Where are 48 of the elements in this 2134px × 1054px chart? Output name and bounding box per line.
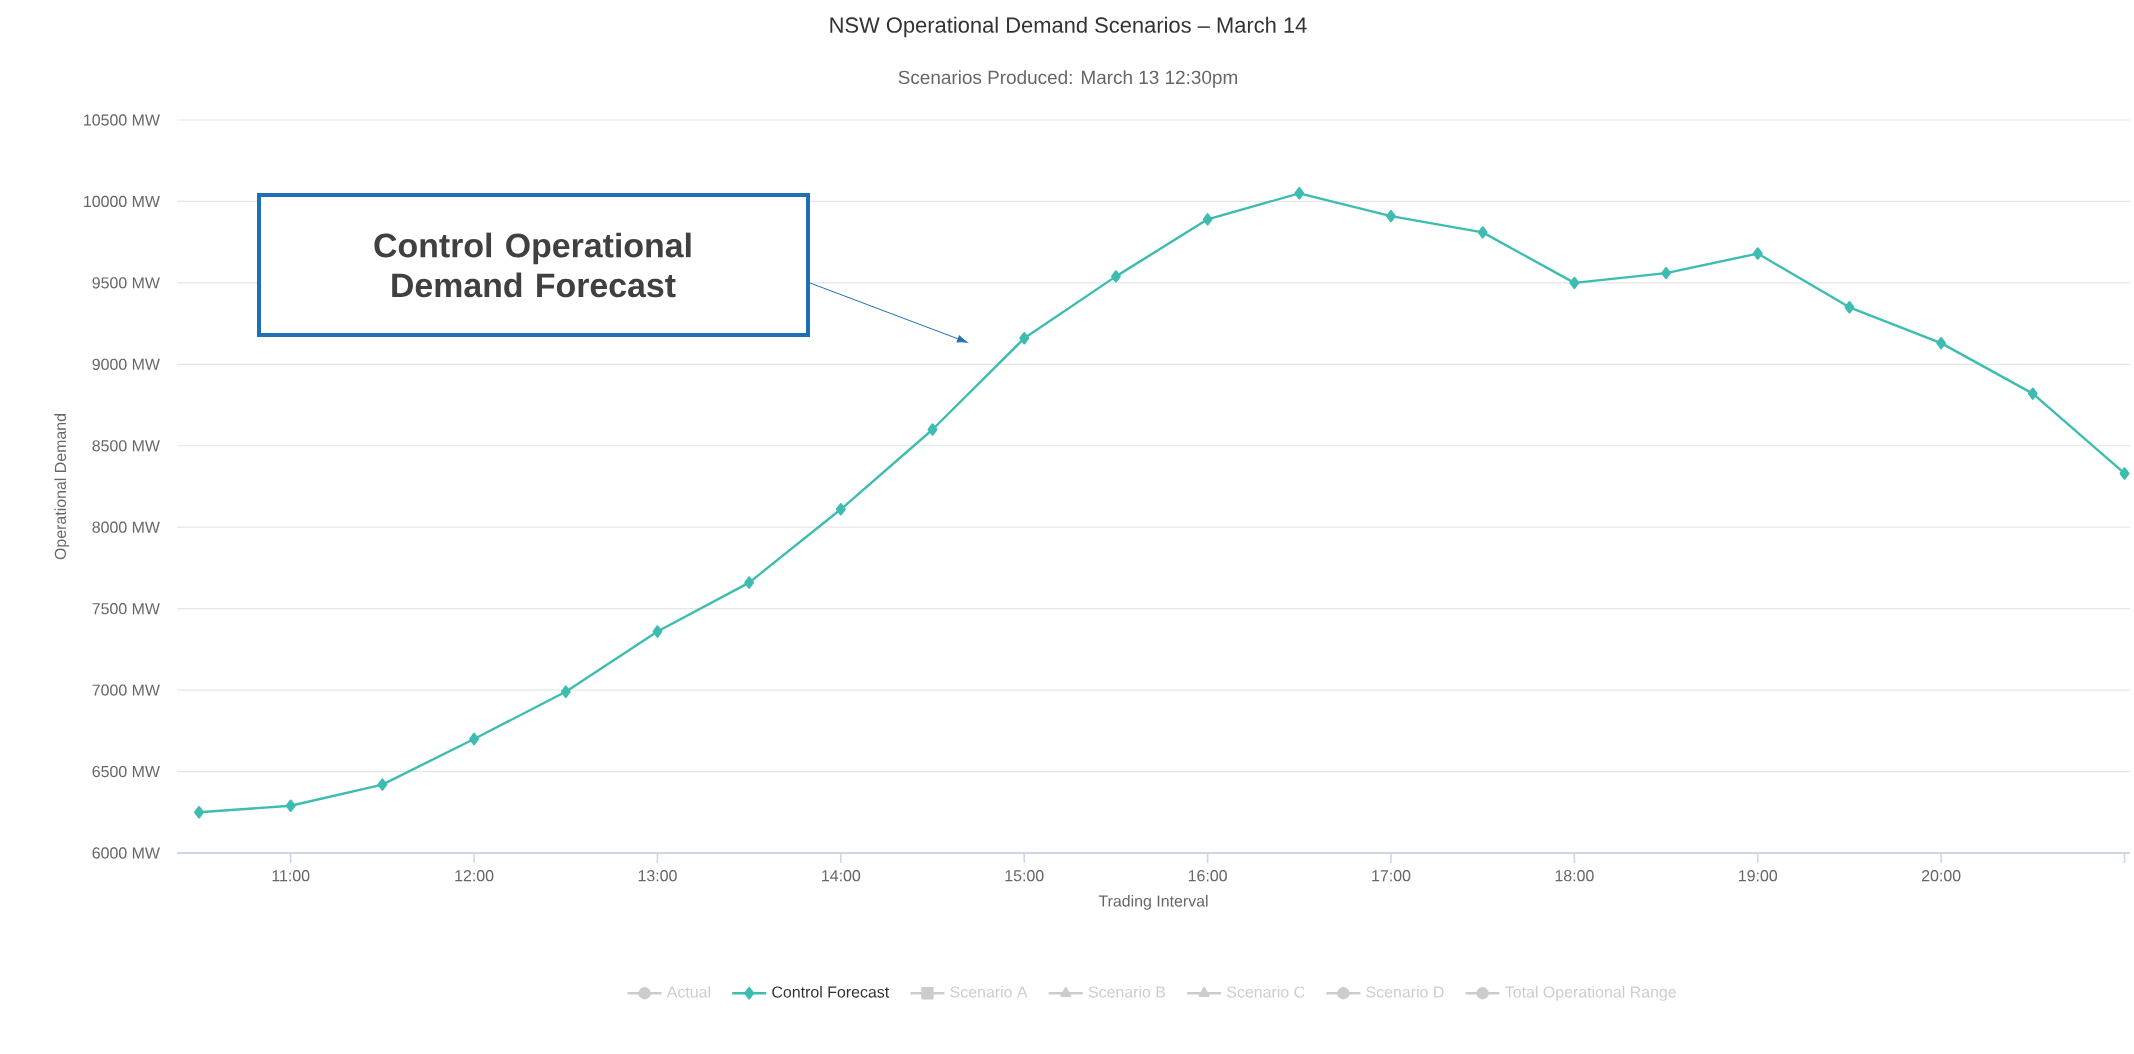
x-tick-label: 12:00 — [455, 870, 494, 882]
point — [560, 685, 571, 698]
annotation: Control Operational Demand Forecast — [374, 232, 691, 298]
point — [744, 576, 755, 589]
point — [377, 778, 388, 791]
x-tick-label: 16:00 — [1188, 870, 1227, 882]
y-tick-label: 9500 MW — [92, 277, 160, 289]
point — [927, 423, 938, 436]
legend-label: Control Forecast — [772, 985, 890, 998]
y-tick-label: 8500 MW — [92, 440, 160, 452]
point — [1752, 247, 1763, 260]
point — [2119, 467, 2130, 480]
x-tick-label: 19:00 — [1739, 870, 1778, 882]
point — [1386, 209, 1396, 223]
point — [1477, 226, 1488, 239]
x-tick-label: 15:00 — [1005, 870, 1044, 882]
x-tick-label: 13:00 — [638, 870, 677, 882]
point — [1569, 276, 1580, 290]
x-tick-label: 20:00 — [1922, 870, 1961, 882]
point — [1294, 187, 1305, 200]
point — [194, 806, 204, 819]
point — [1202, 213, 1213, 226]
point — [2027, 387, 2038, 400]
x-tick-label: 11:00 — [272, 870, 310, 882]
point — [1661, 266, 1671, 280]
x-tick-label: 18:00 — [1555, 870, 1594, 882]
chart-subtitle: Scenarios Produced: March 13 12:30pm — [898, 70, 1237, 88]
point — [469, 732, 480, 746]
y-tick-label: 9000 MW — [92, 358, 160, 370]
y-tick-label: 6500 MW — [92, 765, 160, 778]
x-tick-label: 17:00 — [1372, 870, 1411, 882]
y-tick-label: 10000 MW — [84, 195, 160, 208]
point — [1936, 336, 1947, 350]
y-tick-label: 6000 MW — [92, 847, 160, 859]
y-tick-label: 10500 MW — [84, 114, 160, 126]
y-axis-title: Operational Demand — [54, 414, 70, 560]
x-axis-title: Trading Interval — [1098, 894, 1208, 910]
y-tick-label: 7500 MW — [92, 603, 160, 615]
y-tick-label: 7000 MW — [92, 684, 160, 696]
x-tick-label: 14:00 — [822, 870, 861, 882]
point — [1019, 332, 1030, 345]
point — [1844, 301, 1855, 314]
point — [285, 799, 296, 812]
point — [1110, 270, 1121, 283]
point — [652, 625, 663, 638]
chart-title: NSW Operational Demand Scenarios – March 14 — [830, 16, 1307, 38]
point — [835, 503, 846, 516]
y-tick-label: 8000 MW — [92, 521, 160, 533]
